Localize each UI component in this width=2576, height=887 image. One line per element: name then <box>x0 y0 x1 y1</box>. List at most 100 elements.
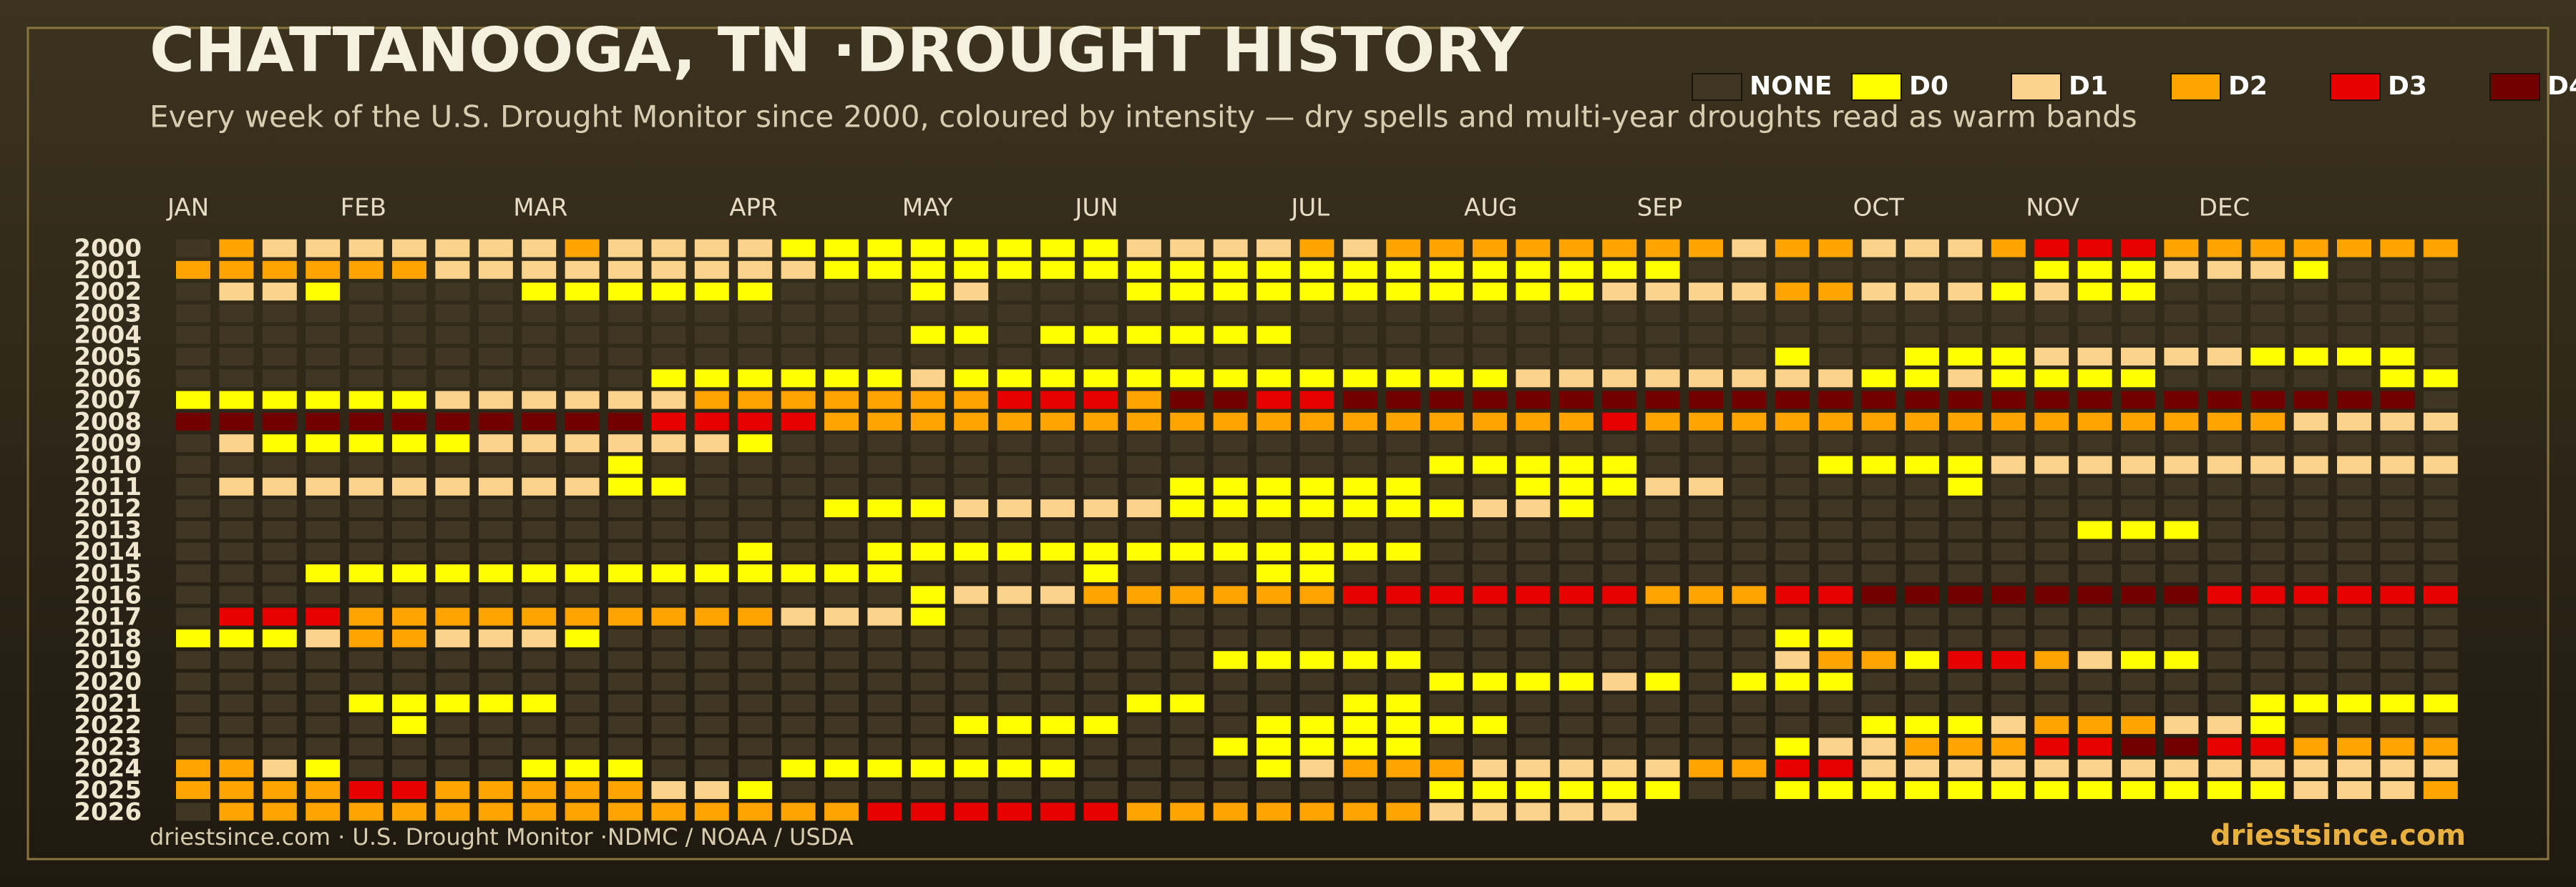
cell <box>219 542 254 561</box>
cell <box>867 239 902 258</box>
cell <box>1083 499 1118 518</box>
cell <box>1558 607 1594 626</box>
cell <box>1257 304 1291 323</box>
cell <box>1732 499 1767 518</box>
cell <box>1732 607 1767 626</box>
cell <box>2121 716 2155 735</box>
cell <box>1689 369 1723 388</box>
cell <box>1126 716 1161 735</box>
cell <box>1602 759 1637 778</box>
cell <box>1040 564 1075 582</box>
cell <box>1861 434 1896 453</box>
cell <box>1689 325 1723 344</box>
cell <box>824 781 859 799</box>
cell <box>2293 456 2328 474</box>
cell <box>997 499 1032 518</box>
cell <box>176 694 210 712</box>
cell <box>997 759 1032 778</box>
cell <box>2207 564 2242 582</box>
cell <box>1473 260 1507 279</box>
cell <box>1170 521 1205 539</box>
cell <box>2207 499 2242 518</box>
cell <box>219 629 254 647</box>
legend-label: NONE <box>1750 72 1832 101</box>
cell <box>738 803 773 821</box>
cell <box>435 759 470 778</box>
legend-swatch <box>2011 73 2062 101</box>
cell <box>781 607 816 626</box>
cell <box>1602 260 1637 279</box>
cell <box>565 260 600 279</box>
cell <box>1732 434 1767 453</box>
cell <box>694 304 729 323</box>
cell <box>1558 586 1594 604</box>
cell <box>1473 607 1507 626</box>
cell <box>1558 304 1594 323</box>
cell <box>1257 391 1291 409</box>
cell <box>1558 759 1594 778</box>
cell <box>1602 694 1637 712</box>
cell <box>1991 672 2026 691</box>
cell <box>478 803 513 821</box>
cell <box>1602 477 1637 496</box>
cell <box>2207 456 2242 474</box>
cell <box>2250 369 2285 388</box>
cell <box>1775 391 1810 409</box>
cell <box>1040 283 1075 301</box>
cell <box>2250 434 2285 453</box>
cell <box>2250 260 2285 279</box>
cell <box>2164 477 2199 496</box>
cell <box>1386 759 1421 778</box>
cell <box>176 239 210 258</box>
cell <box>2077 759 2112 778</box>
cell <box>219 304 254 323</box>
cell <box>781 586 816 604</box>
cell <box>997 348 1032 366</box>
cell <box>2164 737 2199 756</box>
cell <box>565 629 600 647</box>
cell <box>2337 629 2371 647</box>
cell <box>608 348 643 366</box>
cell <box>2337 434 2371 453</box>
cell <box>1948 521 1983 539</box>
cell <box>478 369 513 388</box>
cell <box>2121 629 2155 647</box>
cell <box>1516 803 1551 821</box>
cell <box>176 564 210 582</box>
cell <box>1602 239 1637 258</box>
cell <box>824 586 859 604</box>
cell <box>910 542 945 561</box>
cell <box>1948 325 1983 344</box>
cell <box>2337 304 2371 323</box>
legend-label: D2 <box>2228 72 2268 101</box>
cell <box>1386 499 1421 518</box>
cell <box>1040 348 1075 366</box>
cell <box>997 542 1032 561</box>
cell <box>2077 586 2112 604</box>
cell <box>1126 260 1161 279</box>
cell <box>2293 239 2328 258</box>
cell <box>738 716 773 735</box>
cell <box>738 499 773 518</box>
cell <box>2207 283 2242 301</box>
cell <box>651 564 686 582</box>
cell <box>2077 348 2112 366</box>
cell <box>392 737 426 756</box>
cell <box>219 391 254 409</box>
cell <box>1040 477 1075 496</box>
cell <box>1689 672 1723 691</box>
cell <box>1257 737 1291 756</box>
cell <box>2121 759 2155 778</box>
cell <box>954 629 989 647</box>
cell <box>2423 781 2458 799</box>
cell <box>1602 434 1637 453</box>
cell <box>651 716 686 735</box>
cell <box>1775 260 1810 279</box>
cell <box>2337 348 2371 366</box>
cell <box>1429 586 1464 604</box>
cell <box>1689 586 1723 604</box>
cell <box>694 781 729 799</box>
cell <box>1083 716 1118 735</box>
cell <box>565 737 600 756</box>
cell <box>1948 651 1983 670</box>
